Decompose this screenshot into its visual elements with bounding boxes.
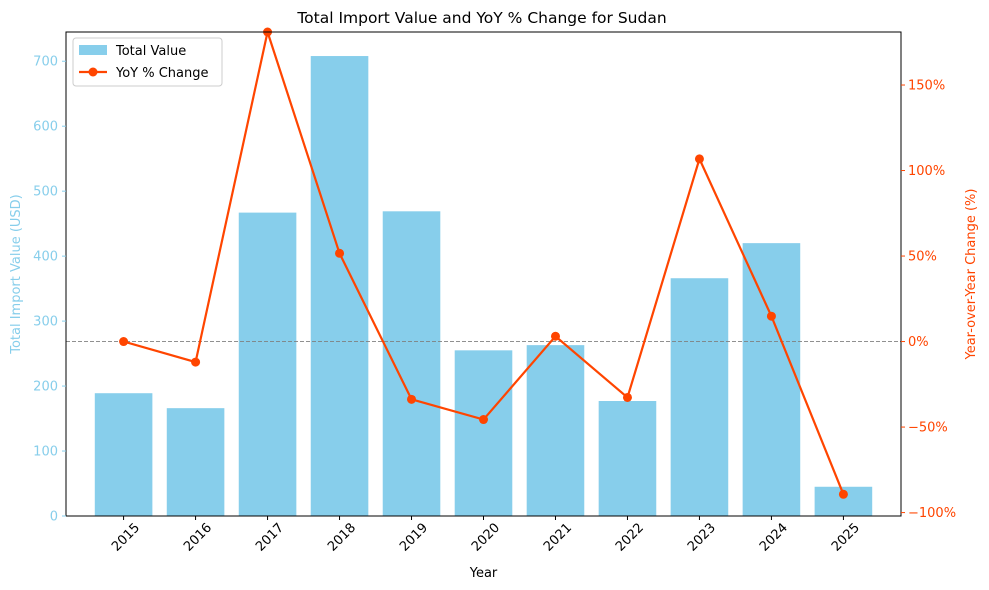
legend-swatch-total-value [79,45,107,55]
y-right-tick-label-0: 0% [908,335,929,350]
yoy-point-2023 [694,154,704,164]
y-left-tick-label-500: 500 [33,185,58,200]
bars-layer [94,56,873,517]
yoy-point-2018 [335,248,345,258]
y-left-tick-label-600: 600 [33,120,58,135]
chart-title: Total Import Value and YoY % Change for … [296,9,666,27]
y-axis-right: −100% −50% 0% 50% 100% 150% [901,79,956,521]
x-tick-label-2019: 2019 [397,521,431,555]
yoy-point-2021 [550,331,560,341]
yoy-point-2016 [191,357,201,367]
y-left-tick-label-700: 700 [33,55,58,70]
yoy-point-2019 [407,394,417,404]
y-left-tick-label-100: 100 [33,445,58,460]
legend-box [72,37,223,87]
bar-2015 [94,393,153,516]
y-left-tick-label-400: 400 [33,250,58,265]
bar-2017 [238,212,297,517]
y-right-tick-label-150: 150% [908,79,945,94]
y-right-tick-label-50: 50% [908,250,937,265]
x-tick-label-2025: 2025 [829,521,863,555]
x-tick-label-2018: 2018 [325,521,359,555]
x-tick-label-2015: 2015 [109,521,143,555]
yoy-point-2020 [479,415,488,425]
yoy-point-2024 [766,311,776,321]
y-left-tick-label-300: 300 [33,315,58,330]
x-tick-label-2024: 2024 [757,521,791,555]
x-tick-label-2017: 2017 [253,521,287,555]
bar-2023 [670,278,729,516]
bar-2016 [166,408,225,516]
y-left-tick-label-200: 200 [33,380,58,395]
x-axis-label: Year [469,566,498,581]
y-right-tick-label--50: −50% [908,421,948,436]
legend-label-yoy-change: YoY % Change [115,66,209,81]
x-tick-label-2016: 2016 [181,521,215,555]
x-axis: 2015 2016 2017 2018 2019 2020 2021 2022 2023 2024… [109,516,863,555]
x-tick-label-2021: 2021 [541,521,575,555]
y-right-tick-label-100: 100% [908,164,945,179]
bar-2019 [382,211,441,517]
y-axis-left-label: Total Import Value (USD) [9,194,24,355]
bar-2020 [454,350,513,516]
y-right-tick-label--100: −100% [908,506,956,521]
bar-2018 [310,56,369,516]
legend: Total Value YoY % Change [72,37,223,87]
y-axis-right-label: Year-over-Year Change (%) [964,189,979,361]
yoy-point-2022 [622,392,632,402]
bar-2021 [526,345,585,516]
x-tick-label-2022: 2022 [613,521,647,555]
y-axis-left: 0 100 200 300 400 500 600 700 [33,55,66,525]
bar-2024 [742,243,801,517]
line-layer [119,27,848,499]
x-tick-label-2020: 2020 [469,521,503,555]
legend-label-total-value: Total Value [115,44,186,59]
yoy-point-2025 [838,489,848,499]
yoy-point-2015 [119,337,129,347]
x-tick-label-2023: 2023 [685,521,719,555]
y-left-tick-label-0: 0 [50,510,58,525]
bar-2022 [598,401,657,516]
legend-swatch-yoy-marker [88,67,98,77]
